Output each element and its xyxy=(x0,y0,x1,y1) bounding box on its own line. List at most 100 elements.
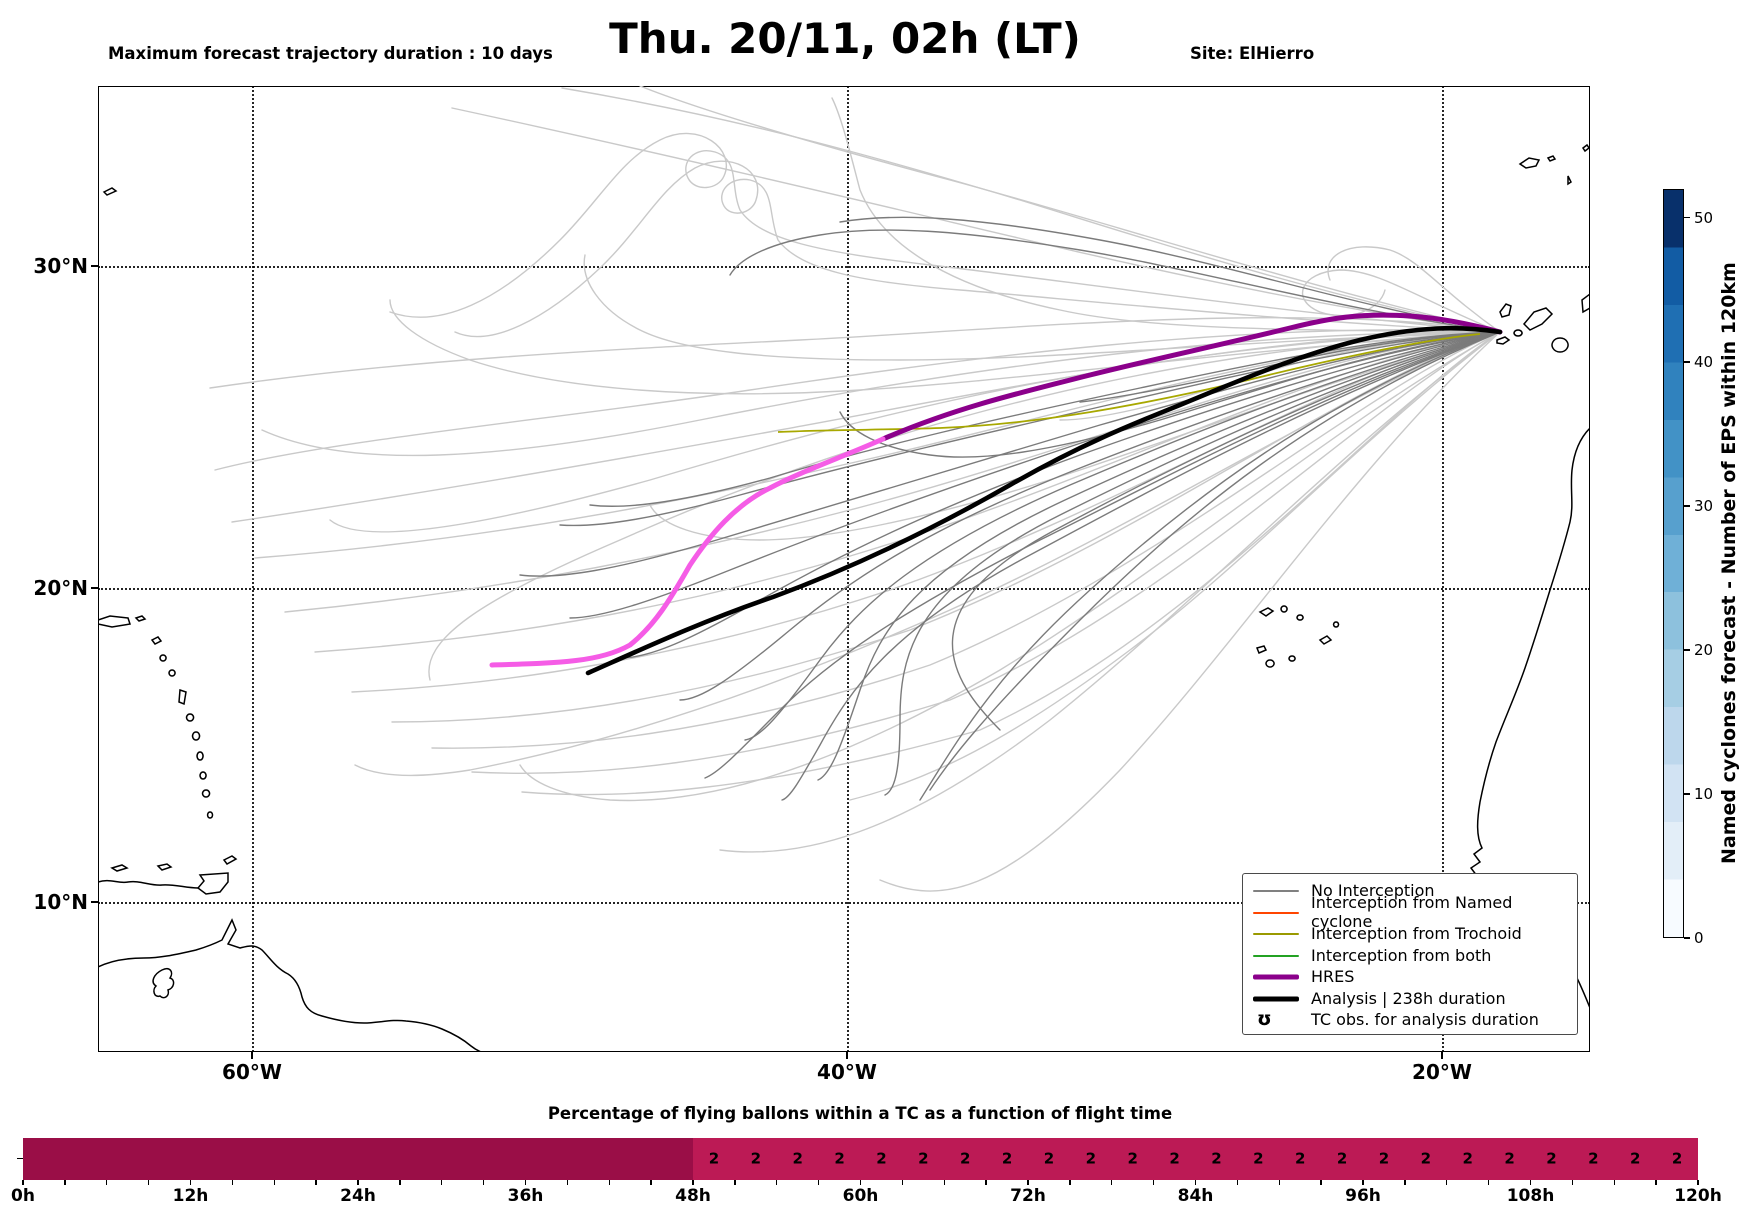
hour-tickmark xyxy=(1278,1180,1280,1185)
coast-south-america xyxy=(98,918,482,1052)
hour-tickmark xyxy=(1487,1180,1490,1185)
lon-tickmark xyxy=(846,1052,848,1059)
island-el-hierro xyxy=(1496,336,1511,345)
island-madeira xyxy=(1518,157,1541,169)
hour-tickmark xyxy=(650,1180,652,1185)
hour-tickmark xyxy=(1111,1180,1113,1185)
tc-percentage-cell-value: 2 xyxy=(1462,1149,1473,1168)
lat-tickmark xyxy=(91,587,98,589)
legend-label: Interception from Trochoid xyxy=(1311,924,1522,944)
trajectories-no-interception-dark xyxy=(519,216,1501,801)
lat-label-30°N: 30°N xyxy=(33,254,88,278)
tc-percentage-cell-value: 2 xyxy=(1504,1149,1515,1168)
hour-tickmark xyxy=(1027,1180,1029,1185)
legend-line-swatch xyxy=(1253,974,1299,980)
tc-percentage-cell-value: 2 xyxy=(1629,1149,1641,1168)
hour-tickmark xyxy=(1697,1180,1699,1185)
island-puerto-rico xyxy=(98,615,131,628)
tc-percentage-cell-value: 2 xyxy=(708,1149,720,1168)
hour-label-48h: 48h xyxy=(675,1186,711,1206)
colorbar-tick-label-50: 50 xyxy=(1694,208,1714,227)
colorbar-tickmark xyxy=(1684,649,1690,651)
hour-tickmark xyxy=(1613,1180,1615,1185)
hour-tickmark xyxy=(943,1180,945,1185)
lat-label-20°N: 20°N xyxy=(33,576,88,600)
legend-row: Interception from Trochoid xyxy=(1243,923,1577,945)
tc-percentage-cell-value: 2 xyxy=(1043,1149,1055,1168)
hour-tickmark xyxy=(399,1180,401,1185)
colorbar-label: Named cyclones forecast - Number of EPS … xyxy=(1718,262,1740,865)
legend-line-swatch xyxy=(1253,911,1299,914)
island-la-gomera xyxy=(1513,329,1523,337)
lat-tickmark xyxy=(91,901,98,903)
gridline-10n xyxy=(98,902,1590,904)
hour-tickmark xyxy=(315,1180,317,1185)
hour-tickmark xyxy=(231,1180,234,1185)
tc-percentage-bar-0-48h xyxy=(23,1138,693,1180)
gridline-60w xyxy=(252,86,254,1052)
colorbar-tickmark xyxy=(1684,361,1690,363)
legend-label: No Interception xyxy=(1311,881,1435,901)
tc-percentage-cell-value: 2 xyxy=(792,1149,803,1168)
bar-y-tick xyxy=(17,1158,23,1160)
lon-label-60°W: 60°W xyxy=(222,1060,282,1084)
tc-percentage-cell-value: 2 xyxy=(834,1149,845,1168)
legend-label: Analysis | 238h duration xyxy=(1311,988,1506,1008)
lon-tickmark xyxy=(251,1052,253,1059)
tc-percentage-cell-value: 2 xyxy=(1169,1149,1180,1168)
tc-percentage-bar-48-120h: 2 2 2 2 2 2 2 2 2 2 2 2 2 2 2 2 2 2 2 2 2 2 2 2 xyxy=(693,1138,1698,1180)
hour-tickmark xyxy=(692,1180,694,1185)
hour-tickmark xyxy=(1446,1180,1448,1185)
hour-tickmark xyxy=(1404,1180,1406,1185)
hour-tickmark xyxy=(566,1180,569,1185)
tc-percentage-cell-value: 2 xyxy=(1671,1149,1683,1168)
hour-label-36h: 36h xyxy=(507,1186,544,1206)
island-margarita xyxy=(156,863,173,871)
colorbar-tickmark xyxy=(1684,505,1690,507)
legend-line-swatch xyxy=(1253,996,1299,1001)
trajectory-hres-extension-pink xyxy=(489,436,886,668)
legend-line-swatch xyxy=(1253,954,1299,957)
tc-percentage-cell-value: 2 xyxy=(918,1149,929,1168)
legend-row: Interception from Named cyclone xyxy=(1243,893,1577,931)
hour-label-84h: 84h xyxy=(1177,1186,1214,1206)
hour-tickmark xyxy=(776,1180,778,1185)
hour-label-108h: 108h xyxy=(1506,1186,1555,1206)
tc-percentage-cell-value: 2 xyxy=(1378,1149,1390,1168)
coastlines xyxy=(98,143,1590,1052)
hour-label-24h: 24h xyxy=(340,1186,376,1206)
colorbar-tick-label-40: 40 xyxy=(1694,352,1714,371)
hour-tickmark xyxy=(985,1180,987,1185)
tc-percentage-cell-value: 2 xyxy=(1211,1149,1222,1168)
coast-venezuela-north xyxy=(98,879,199,889)
tc-obs-cyclone-icon: ʊ xyxy=(1257,1008,1272,1031)
lon-label-20°W: 20°W xyxy=(1412,1060,1472,1084)
tc-percentage-cell-value: 2 xyxy=(1588,1149,1599,1168)
trajectory-map-canvas xyxy=(98,86,1590,1052)
legend-line-swatch xyxy=(1253,890,1299,892)
colorbar-tick-label-30: 30 xyxy=(1694,496,1714,515)
island-porto-santo xyxy=(1546,155,1557,162)
island-bermuda xyxy=(102,187,118,196)
island-la-palma xyxy=(1499,303,1512,318)
tc-percentage-cell-value: 2 xyxy=(1546,1149,1557,1168)
hour-tickmark xyxy=(1320,1180,1322,1185)
legend-label: HRES xyxy=(1311,967,1355,987)
tc-percentage-cell-value: 2 xyxy=(1085,1149,1097,1168)
legend-label: Interception from both xyxy=(1311,945,1492,965)
colorbar-tick-label-0: 0 xyxy=(1694,929,1704,947)
gridline-30n xyxy=(98,266,1590,268)
island-virgin xyxy=(134,615,147,622)
island-fuerteventura xyxy=(1581,293,1590,314)
legend-row: No Interception xyxy=(1243,880,1577,902)
islands-cape-verde xyxy=(1255,605,1340,668)
trajectory-analysis-black xyxy=(585,325,1503,676)
islands-lesser-antilles xyxy=(150,636,214,819)
hour-tickmark xyxy=(1236,1180,1239,1185)
trajectory-trochoid-olive xyxy=(777,333,1481,433)
legend-row: HRES xyxy=(1243,966,1577,988)
hour-tickmark xyxy=(357,1180,359,1185)
colorbar-tickmark xyxy=(1684,217,1690,219)
hour-tickmark xyxy=(1571,1180,1574,1185)
lon-label-40°W: 40°W xyxy=(817,1060,877,1084)
